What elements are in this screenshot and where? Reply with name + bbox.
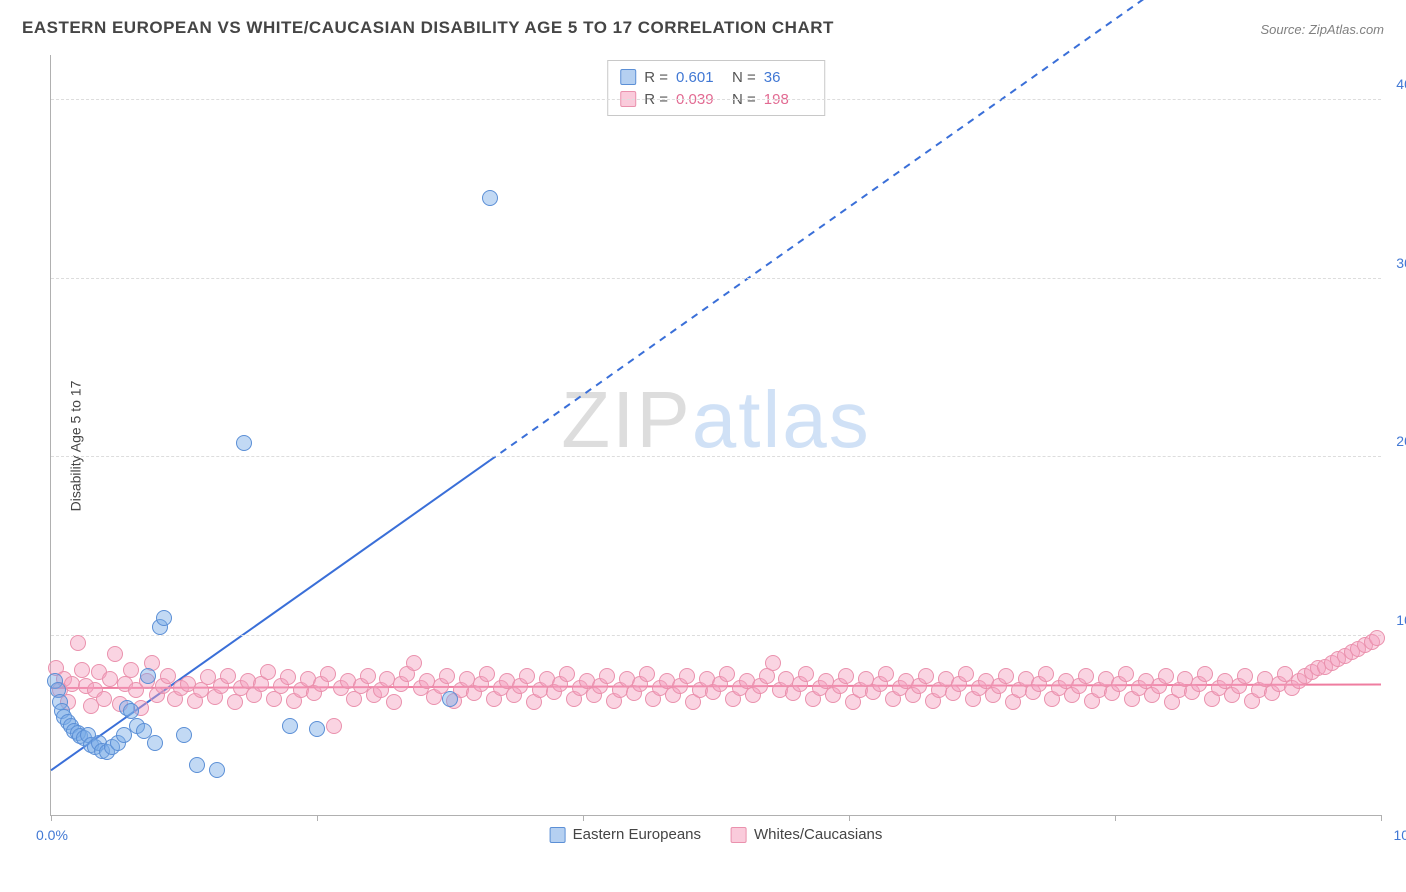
y-tick-label: 30.0% (1386, 255, 1406, 271)
stats-row-blue: R = 0.601 N = 36 (620, 66, 812, 88)
correlation-stats-box: R = 0.601 N = 36 R = 0.039 N = 198 (607, 60, 825, 116)
data-point (838, 668, 854, 684)
data-point (679, 668, 695, 684)
data-point (439, 668, 455, 684)
data-point (958, 666, 974, 682)
data-point (918, 668, 934, 684)
data-point (282, 718, 298, 734)
x-max-label: 100.0% (1394, 827, 1406, 843)
data-point (559, 666, 575, 682)
data-point (123, 662, 139, 678)
data-point (227, 694, 243, 710)
data-point (326, 718, 342, 734)
gridline (51, 278, 1381, 279)
data-point (765, 655, 781, 671)
data-point (719, 666, 735, 682)
watermark: ZIPatlas (561, 374, 870, 466)
y-tick-label: 10.0% (1386, 612, 1406, 628)
data-point (260, 664, 276, 680)
data-point (798, 666, 814, 682)
r-label: R = (644, 69, 668, 86)
swatch-blue-icon (620, 69, 636, 85)
watermark-part1: ZIP (561, 375, 691, 464)
data-point (160, 668, 176, 684)
swatch-blue-icon (550, 827, 566, 843)
chart-title: EASTERN EUROPEAN VS WHITE/CAUCASIAN DISA… (22, 18, 834, 38)
data-point (998, 668, 1014, 684)
data-point (1197, 666, 1213, 682)
data-point (107, 646, 123, 662)
data-point (442, 691, 458, 707)
data-point (1237, 668, 1253, 684)
data-point (236, 435, 252, 451)
data-point (386, 694, 402, 710)
n-label: N = (732, 69, 756, 86)
data-point (176, 727, 192, 743)
data-point (482, 190, 498, 206)
data-point (878, 666, 894, 682)
data-point (220, 668, 236, 684)
trend-line-solid (51, 460, 490, 770)
legend-item-blue: Eastern Europeans (550, 826, 701, 843)
legend-item-pink: Whites/Caucasians (731, 826, 882, 843)
x-tick (849, 815, 850, 821)
gridline (51, 99, 1381, 100)
gridline (51, 456, 1381, 457)
data-point (360, 668, 376, 684)
data-point (320, 666, 336, 682)
data-point (519, 668, 535, 684)
legend-label: Eastern Europeans (573, 826, 701, 843)
x-tick (317, 815, 318, 821)
data-point (189, 757, 205, 773)
data-point (74, 662, 90, 678)
y-tick-label: 40.0% (1386, 76, 1406, 92)
data-point (1118, 666, 1134, 682)
r-value: 0.601 (676, 69, 724, 86)
data-point (209, 762, 225, 778)
data-point (406, 655, 422, 671)
x-tick (51, 815, 52, 821)
data-point (1369, 630, 1385, 646)
n-value: 36 (764, 69, 812, 86)
watermark-part2: atlas (692, 375, 871, 464)
data-point (156, 610, 172, 626)
data-point (639, 666, 655, 682)
source-credit: Source: ZipAtlas.com (1260, 22, 1384, 37)
data-point (140, 668, 156, 684)
data-point (479, 666, 495, 682)
data-point (1158, 668, 1174, 684)
data-point (1078, 668, 1094, 684)
scatter-plot-area: ZIPatlas R = 0.601 N = 36 R = 0.039 N = … (50, 55, 1381, 816)
x-tick (583, 815, 584, 821)
data-point (96, 691, 112, 707)
data-point (280, 669, 296, 685)
x-tick (1381, 815, 1382, 821)
data-point (599, 668, 615, 684)
data-point (147, 735, 163, 751)
bottom-legend: Eastern Europeans Whites/Caucasians (550, 826, 883, 843)
legend-label: Whites/Caucasians (754, 826, 882, 843)
swatch-pink-icon (731, 827, 747, 843)
gridline (51, 635, 1381, 636)
x-min-label: 0.0% (36, 827, 68, 843)
y-tick-label: 20.0% (1386, 433, 1406, 449)
data-point (102, 671, 118, 687)
data-point (309, 721, 325, 737)
data-point (1038, 666, 1054, 682)
x-tick (1115, 815, 1116, 821)
data-point (70, 635, 86, 651)
